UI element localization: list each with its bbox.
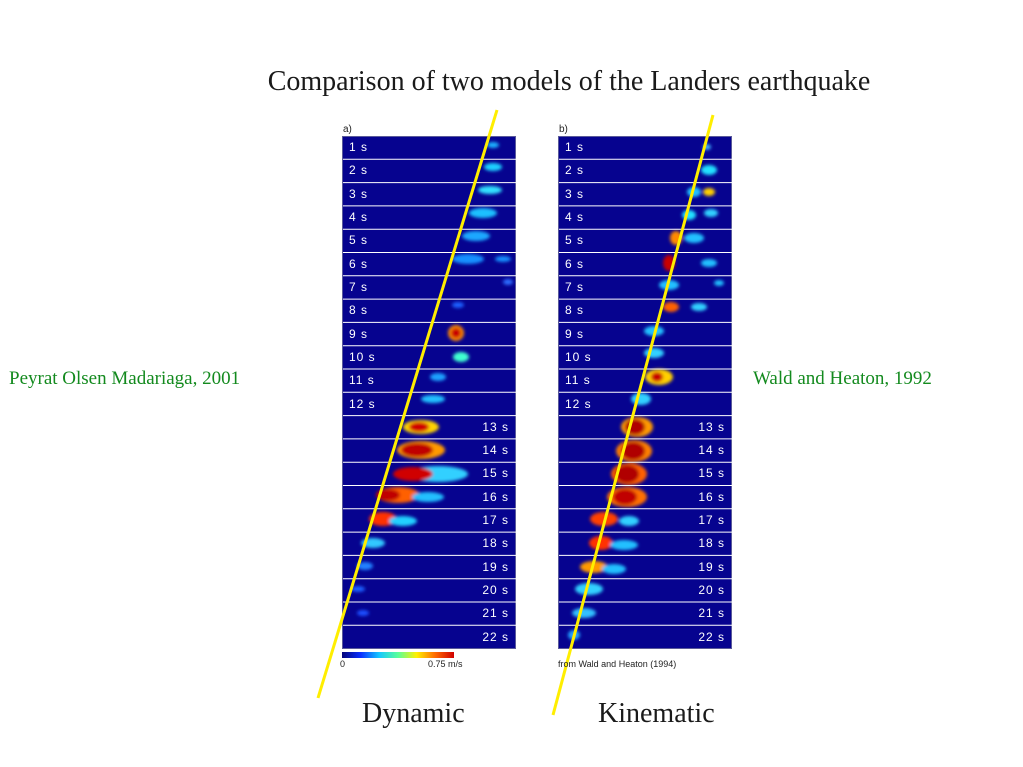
time-label: 18 s (482, 536, 509, 551)
time-label: 5 s (565, 233, 585, 248)
time-label: 22 s (482, 629, 509, 644)
dynamic-model-panel: 1 s 2 s 3 s 4 s 5 s 6 s 7 s 8 s 9 s 10 s 11 s 12 s 1… (342, 136, 517, 649)
time-label: 13 s (482, 419, 509, 434)
time-label: 3 s (565, 186, 585, 201)
time-label: 21 s (698, 606, 725, 621)
time-label: 15 s (698, 466, 725, 481)
time-label: 1 s (349, 140, 369, 154)
time-label: 1 s (565, 140, 585, 154)
time-label: 8 s (565, 303, 585, 318)
time-label: 2 s (565, 163, 585, 178)
time-label: 8 s (349, 303, 369, 318)
time-label: 7 s (349, 279, 369, 294)
time-label: 16 s (698, 489, 725, 504)
time-label: 20 s (698, 583, 725, 598)
time-label: 11 s (349, 373, 375, 388)
time-label: 6 s (565, 256, 585, 271)
time-label: 22 s (698, 629, 725, 644)
time-label: 13 s (698, 419, 725, 434)
time-label: 12 s (565, 396, 592, 411)
kinematic-source-credit: from Wald and Heaton (1994) (558, 659, 677, 669)
time-label: 19 s (698, 559, 725, 574)
kinematic-caption: Kinematic (598, 698, 715, 729)
time-label: 15 s (482, 466, 509, 481)
time-label: 2 s (349, 163, 369, 178)
time-label: 4 s (349, 209, 369, 224)
kinematic-model-panel: 1 s 2 s 3 s 4 s 5 s 6 s 7 s 8 s 9 s 10 s 11 s 12 s 1… (558, 136, 733, 649)
slide-title: Comparison of two models of the Landers … (267, 66, 871, 97)
time-label: 19 s (482, 559, 509, 574)
time-label: 16 s (482, 489, 509, 504)
time-label: 17 s (698, 513, 725, 528)
time-label: 6 s (349, 256, 369, 271)
colorbar (342, 652, 454, 658)
time-label: 4 s (565, 209, 585, 224)
row-dividers-a (343, 158, 517, 626)
time-label: 20 s (482, 583, 509, 598)
time-label: 14 s (698, 443, 725, 458)
time-label: 12 s (349, 396, 376, 411)
time-label: 10 s (349, 349, 376, 364)
colorbar-min-label: 0 (340, 659, 346, 669)
panel-b-tag: b) (559, 124, 568, 135)
dynamic-caption: Dynamic (362, 698, 465, 729)
time-label: 18 s (698, 536, 725, 551)
time-label: 3 s (349, 186, 369, 201)
time-label: 9 s (565, 326, 585, 341)
time-label: 10 s (565, 349, 592, 364)
row-dividers-b (559, 158, 733, 626)
time-label: 11 s (565, 373, 591, 388)
right-model-citation: Wald and Heaton, 1992 (753, 368, 932, 389)
time-label: 21 s (482, 606, 509, 621)
time-label: 17 s (482, 513, 509, 528)
time-label: 7 s (565, 279, 585, 294)
left-model-citation: Peyrat Olsen Madariaga, 2001 (9, 368, 241, 389)
colorbar-max-label: 0.75 m/s (428, 659, 463, 669)
time-label: 5 s (349, 233, 369, 248)
panel-a-tag: a) (343, 124, 352, 135)
time-label: 14 s (482, 443, 509, 458)
time-label: 9 s (349, 326, 369, 341)
